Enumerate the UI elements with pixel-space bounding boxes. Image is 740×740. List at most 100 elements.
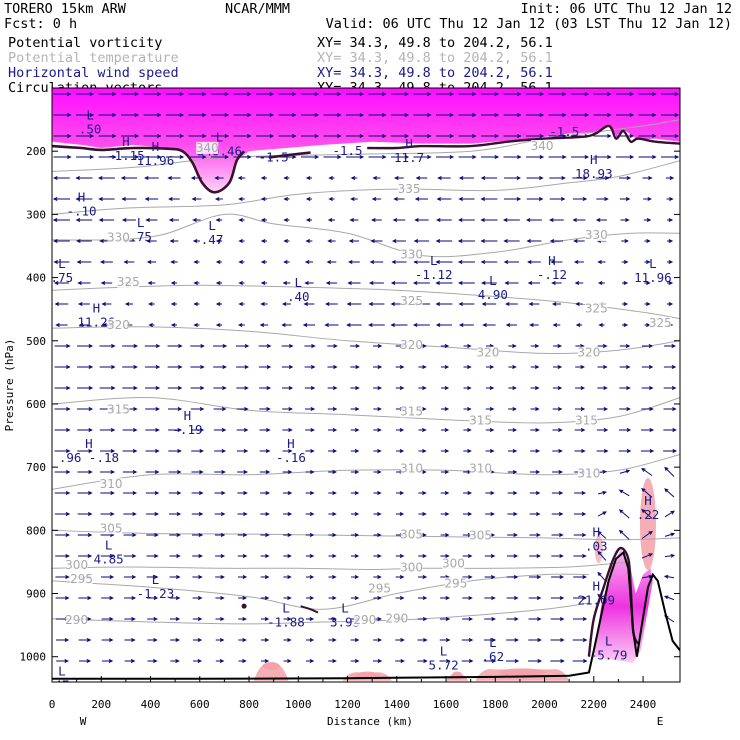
- wind-vector: [508, 386, 517, 390]
- pv-contour-line: [268, 151, 311, 159]
- wind-vector: [485, 491, 495, 495]
- wind-vector: [667, 281, 674, 285]
- wind-vector: [305, 659, 315, 663]
- wind-vector: [390, 281, 407, 285]
- wind-vector: [122, 386, 138, 390]
- wind-vector: [214, 197, 223, 201]
- wind-vector: [146, 239, 157, 243]
- wind-vector: [507, 470, 518, 474]
- wind-vector: [301, 155, 320, 159]
- wind-vector: [530, 428, 540, 432]
- wind-vector: [596, 449, 609, 453]
- wind-vector: [597, 407, 609, 411]
- wind-vector: [77, 344, 94, 348]
- wind-vector: [412, 281, 430, 285]
- wind-vector: [305, 512, 315, 516]
- pv-extremum-type: L: [295, 275, 303, 290]
- wind-vector: [480, 218, 498, 222]
- wind-vector: [528, 638, 542, 642]
- x-tick-label: 200: [91, 698, 111, 711]
- wind-vector: [78, 638, 92, 642]
- wind-vector: [530, 449, 541, 453]
- y-tick-label: 1000: [20, 651, 47, 664]
- wind-vector: [214, 491, 226, 495]
- wind-vector: [480, 260, 498, 264]
- theta-label-bg: [65, 613, 88, 626]
- wind-vector: [371, 218, 382, 222]
- wind-vector: [440, 554, 450, 558]
- wind-vector: [192, 617, 203, 621]
- wind-vector: [663, 386, 677, 390]
- wind-vector: [391, 134, 410, 138]
- wind-vector: [369, 260, 384, 264]
- wind-vector: [346, 134, 365, 138]
- wind-vector: [413, 113, 432, 117]
- wind-vector: [170, 617, 181, 621]
- pv-extremum-value: .47: [201, 232, 224, 247]
- pv-extremum-value: .22: [637, 507, 660, 522]
- wind-vector: [481, 92, 500, 96]
- wind-vector: [190, 344, 205, 348]
- wind-vector: [667, 302, 674, 306]
- wind-vector: [215, 554, 226, 558]
- theta-label-bg: [577, 467, 600, 480]
- wind-vector: [305, 428, 315, 432]
- wind-vector: [441, 428, 450, 432]
- wind-vector: [507, 512, 518, 516]
- pv-extremum-value: -.12: [537, 267, 567, 282]
- wind-vector: [256, 92, 275, 96]
- wind-vector: [213, 344, 228, 348]
- wind-vector: [619, 428, 632, 432]
- wind-vector: [77, 533, 93, 537]
- wind-vector: [664, 344, 677, 348]
- wind-vector: [483, 659, 497, 663]
- wind-vector: [391, 155, 410, 159]
- pv-extremum-value: .75: [51, 270, 74, 285]
- wind-vector: [54, 470, 71, 474]
- theta-label-315: 315: [107, 403, 130, 417]
- pv-extremum-value: 4.85: [94, 551, 124, 566]
- wind-vector: [572, 197, 588, 201]
- surface-pv-bump: [262, 662, 280, 671]
- wind-vector: [526, 113, 545, 117]
- theta-label-305: 305: [400, 528, 423, 542]
- theta-label-bg: [107, 318, 130, 331]
- wind-vector: [575, 323, 583, 327]
- wind-vector: [323, 134, 342, 138]
- wind-vector: [143, 113, 162, 117]
- wind-vector: [552, 323, 561, 327]
- wind-vector: [418, 449, 427, 453]
- wind-vector: [170, 659, 180, 663]
- wind-vector: [328, 533, 337, 537]
- wind-vector: [99, 428, 116, 432]
- wind-vector: [170, 281, 178, 285]
- wind-vector: [502, 218, 520, 222]
- pv-extremum-value: 5.72: [429, 657, 459, 672]
- wind-vector: [396, 512, 405, 516]
- wind-vector: [373, 596, 382, 600]
- pv-extremum-value: .50: [79, 122, 102, 137]
- wind-vector: [641, 487, 653, 498]
- wind-vector: [306, 638, 315, 642]
- wind-vector: [328, 554, 337, 558]
- wind-vector: [214, 533, 226, 537]
- wind-vector: [439, 659, 451, 663]
- wind-vector: [124, 596, 137, 600]
- wind-vector: [440, 344, 450, 348]
- wind-vector: [622, 323, 629, 327]
- wind-vector: [373, 533, 382, 537]
- wind-vector: [193, 323, 200, 327]
- wind-vector: [372, 176, 381, 180]
- wind-vector: [283, 512, 293, 516]
- wind-vector: [391, 260, 407, 264]
- wind-vector: [644, 281, 651, 285]
- wind-vector: [283, 260, 290, 264]
- wind-vector: [144, 176, 159, 180]
- wind-vector: [351, 533, 360, 537]
- pv-contour-label: -1.5: [332, 143, 362, 158]
- wind-vector: [643, 197, 652, 201]
- wind-vector: [146, 260, 156, 264]
- wind-vector: [121, 113, 140, 117]
- wind-vector: [328, 512, 337, 516]
- theta-label-315: 315: [400, 404, 423, 418]
